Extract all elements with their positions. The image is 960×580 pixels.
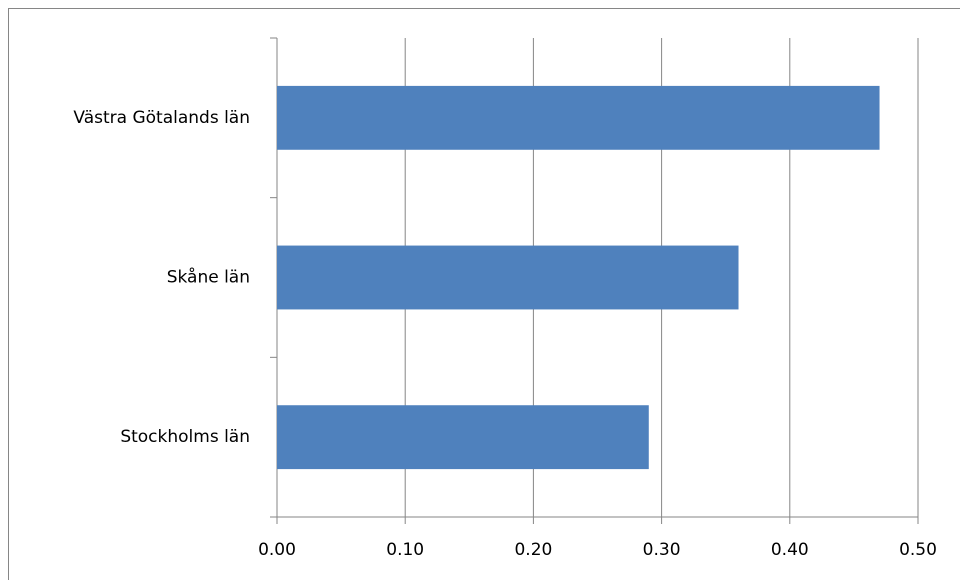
bar — [277, 85, 880, 150]
x-tick-label: 0.20 — [514, 540, 552, 560]
y-tick-label: Skåne län — [167, 267, 250, 288]
y-tick-label: Stockholms län — [120, 427, 250, 447]
x-tick-label: 0.00 — [258, 540, 296, 560]
x-tick-label: 0.40 — [771, 540, 809, 560]
x-tick-label: 0.10 — [386, 540, 424, 560]
x-tick-label: 0.50 — [899, 540, 937, 560]
bar — [277, 405, 649, 470]
bar — [277, 245, 739, 310]
x-tick-label: 0.30 — [643, 540, 681, 560]
y-tick-label: Västra Götalands län — [73, 108, 250, 128]
